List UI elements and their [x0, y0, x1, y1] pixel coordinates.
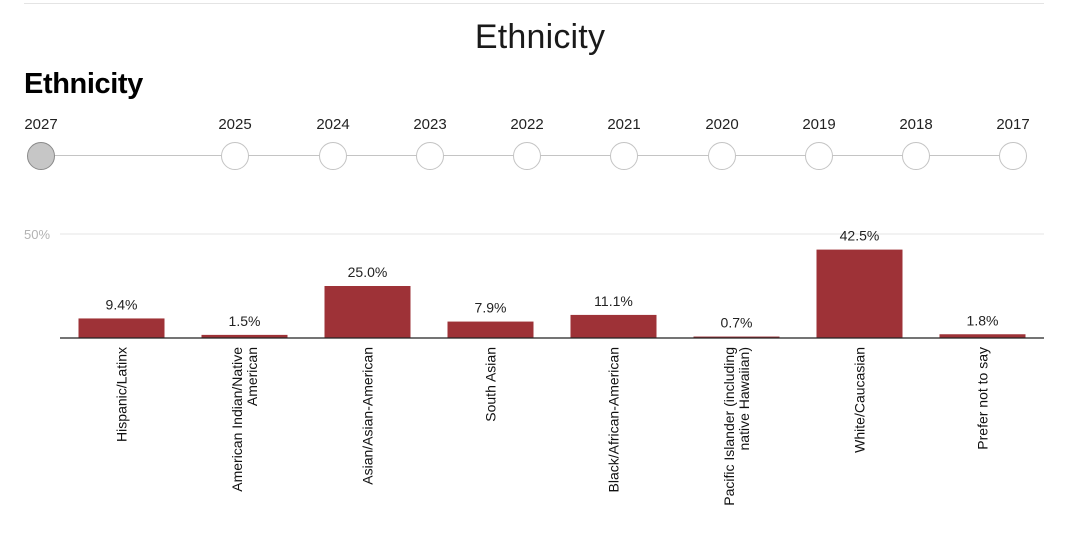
year-dot-2022[interactable] — [513, 142, 541, 170]
year-dot-2024[interactable] — [319, 142, 347, 170]
year-dot-2019[interactable] — [805, 142, 833, 170]
data-label: 25.0% — [348, 264, 388, 280]
year-dot-2025[interactable] — [221, 142, 249, 170]
data-label: 42.5% — [840, 228, 880, 244]
category-label: American — [244, 347, 260, 406]
bar — [693, 336, 780, 338]
bar — [939, 334, 1026, 338]
year-label-2021[interactable]: 2021 — [607, 116, 641, 133]
year-label-2022[interactable]: 2022 — [510, 116, 544, 133]
category-label: Hispanic/Latinx — [114, 347, 130, 442]
bar — [570, 314, 657, 338]
top-divider — [24, 3, 1044, 4]
year-timeline: 2027 2025 2024 2023 2022 2021 2020 2019 2018 2017 — [0, 0, 1080, 200]
year-dot-2027[interactable] — [27, 142, 55, 170]
category-label: Black/African-American — [606, 347, 622, 493]
year-label-2018[interactable]: 2018 — [899, 116, 933, 133]
year-label-2027[interactable]: 2027 — [24, 116, 58, 133]
data-label: 1.5% — [229, 313, 261, 329]
year-label-2024[interactable]: 2024 — [316, 116, 350, 133]
data-label: 7.9% — [475, 300, 507, 316]
data-label: 0.7% — [721, 315, 753, 331]
year-dot-2023[interactable] — [416, 142, 444, 170]
year-label-2023[interactable]: 2023 — [413, 116, 447, 133]
year-dot-2017[interactable] — [999, 142, 1027, 170]
category-label: Asian/Asian-American — [360, 347, 376, 485]
bar — [78, 318, 165, 338]
bar — [816, 249, 903, 338]
year-dot-2018[interactable] — [902, 142, 930, 170]
category-label: native Hawaiian) — [736, 347, 752, 451]
year-label-2025[interactable]: 2025 — [218, 116, 252, 133]
bar — [324, 286, 411, 338]
chart-heading: Ethnicity — [24, 68, 143, 100]
year-label-2020[interactable]: 2020 — [705, 116, 739, 133]
category-label: South Asian — [483, 347, 499, 422]
bar — [447, 321, 534, 338]
category-label: Prefer not to say — [975, 347, 991, 450]
category-label: Pacific Islander (including — [721, 347, 737, 506]
bar — [201, 334, 288, 338]
year-label-2019[interactable]: 2019 — [802, 116, 836, 133]
category-label: American Indian/Native — [229, 347, 245, 492]
page-title: Ethnicity — [474, 18, 606, 56]
y-tick-label: 50% — [24, 227, 50, 242]
data-label: 9.4% — [106, 296, 138, 312]
year-label-2017[interactable]: 2017 — [996, 116, 1030, 133]
year-dot-2020[interactable] — [708, 142, 736, 170]
data-label: 1.8% — [967, 312, 999, 328]
category-label: White/Caucasian — [852, 347, 868, 453]
year-dot-2021[interactable] — [610, 142, 638, 170]
data-label: 11.1% — [594, 293, 633, 309]
